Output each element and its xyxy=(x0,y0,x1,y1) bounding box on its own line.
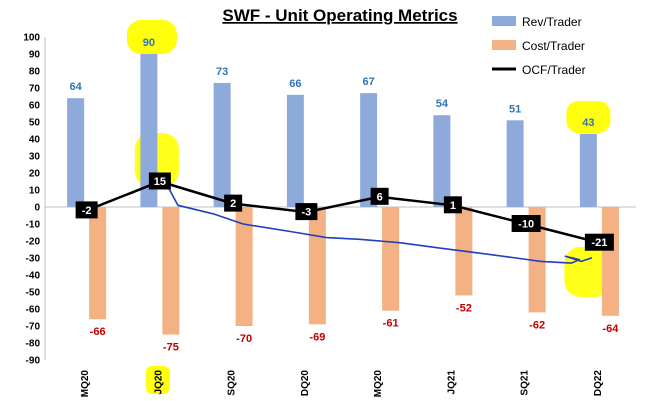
bar-cost xyxy=(382,207,400,311)
highlight-mark xyxy=(126,20,177,54)
y-tick-label: -60 xyxy=(26,305,41,316)
rev-data-label: 51 xyxy=(509,103,521,115)
y-tick-label: -40 xyxy=(26,271,41,282)
y-tick-label: 80 xyxy=(29,67,41,78)
bar-rev xyxy=(360,93,378,207)
rev-data-label: 73 xyxy=(216,66,228,78)
grid-layer xyxy=(44,37,636,360)
ocf-data-label: -2 xyxy=(82,205,92,217)
y-tick-label: 40 xyxy=(29,135,41,146)
ocf-data-label: -10 xyxy=(518,219,534,231)
highlight-mark xyxy=(566,101,611,133)
y-tick-label: -10 xyxy=(26,220,41,231)
y-tick-label: -70 xyxy=(26,322,41,333)
bar-rev xyxy=(433,115,451,207)
rev-data-label: 43 xyxy=(582,117,594,129)
y-tick-label: 30 xyxy=(29,152,41,163)
cost-data-label: -75 xyxy=(163,342,179,354)
ink-layer xyxy=(167,185,593,264)
bar-rev xyxy=(140,54,158,207)
bar-cost xyxy=(235,207,253,326)
legend: Rev/Trader Cost/Trader OCF/Trader xyxy=(492,15,586,77)
rev-data-label: 64 xyxy=(70,81,83,93)
y-tick-label: -90 xyxy=(26,356,41,367)
rev-data-label: 66 xyxy=(289,78,301,90)
x-tick-label: SQ20 xyxy=(227,370,238,396)
cost-data-label: -61 xyxy=(383,318,399,330)
cost-data-label: -66 xyxy=(90,326,106,338)
y-tick-label: 0 xyxy=(34,203,40,214)
legend-swatch-rev xyxy=(492,16,516,26)
y-tick-label: -50 xyxy=(26,288,41,299)
bar-rev xyxy=(213,82,231,207)
cost-data-label: -62 xyxy=(529,319,545,331)
y-tick-label: 20 xyxy=(29,169,41,180)
y-tick-label: 10 xyxy=(29,186,41,197)
bars-layer xyxy=(67,54,619,335)
ocf-label-box xyxy=(370,187,389,205)
y-tick-label: -20 xyxy=(26,237,41,248)
y-tick-label: -80 xyxy=(26,339,41,350)
legend-label-rev: Rev/Trader xyxy=(522,15,582,29)
cost-data-label: -70 xyxy=(236,333,252,345)
highlight-mark xyxy=(145,366,170,394)
ocf-label-box xyxy=(295,203,318,221)
x-tick-label: JQ20 xyxy=(153,370,164,395)
y-tick-label: 50 xyxy=(29,118,41,129)
legend-label-ocf: OCF/Trader xyxy=(522,63,586,77)
ocf-label-box xyxy=(443,196,462,214)
labels-layer: -2 15 2 -3 6 1 -10 -21 64 90 73 66 67 54 51 43 -66 -75 -70… xyxy=(70,37,620,354)
bar-cost xyxy=(89,207,107,320)
legend-swatch-cost xyxy=(492,40,516,50)
rev-data-label: 54 xyxy=(436,98,449,110)
rev-data-label: 67 xyxy=(363,76,375,88)
axis-layer: 1009080706050403020100-10-20-30-40-50-60… xyxy=(23,33,604,398)
x-tick-label: SQ21 xyxy=(520,370,531,396)
bar-cost xyxy=(528,207,546,313)
ocf-data-label: 15 xyxy=(154,176,166,188)
legend-label-cost: Cost/Trader xyxy=(522,39,585,53)
cost-data-label: -69 xyxy=(309,331,325,343)
ocf-label-box xyxy=(148,172,171,190)
y-tick-label: 100 xyxy=(23,33,40,44)
ocf-data-label: -3 xyxy=(301,207,311,219)
bar-cost xyxy=(162,207,180,335)
bar-cost xyxy=(601,207,619,316)
ocf-label-box xyxy=(511,215,541,232)
x-tick-label: DQ20 xyxy=(300,370,311,397)
bar-cost xyxy=(308,207,326,325)
cost-data-label: -52 xyxy=(456,302,472,314)
x-tick-label: MQ20 xyxy=(373,370,384,398)
bar-rev xyxy=(67,98,85,207)
ocf-label-box xyxy=(75,201,98,219)
rev-data-label: 90 xyxy=(143,37,155,49)
x-tick-label: MQ20 xyxy=(80,370,91,398)
x-tick-label: DQ22 xyxy=(593,370,604,397)
bar-rev xyxy=(579,133,597,207)
bar-rev xyxy=(506,120,524,207)
ocf-data-label: -21 xyxy=(591,237,607,249)
y-tick-label: -30 xyxy=(26,254,41,265)
chart-title: SWF - Unit Operating Metrics xyxy=(222,6,457,25)
y-tick-label: 90 xyxy=(29,50,41,61)
ocf-data-label: 2 xyxy=(230,198,236,210)
ocf-label-box xyxy=(584,233,614,251)
bar-rev xyxy=(286,94,304,207)
cost-data-label: -64 xyxy=(602,323,619,335)
y-tick-label: 60 xyxy=(29,101,41,112)
pen-stroke xyxy=(167,185,593,264)
ocf-label-box xyxy=(224,194,243,212)
ocf-data-label: 6 xyxy=(377,191,383,203)
y-tick-label: 70 xyxy=(29,84,41,95)
x-tick-label: JQ21 xyxy=(446,370,457,395)
ocf-data-label: 1 xyxy=(450,200,456,212)
